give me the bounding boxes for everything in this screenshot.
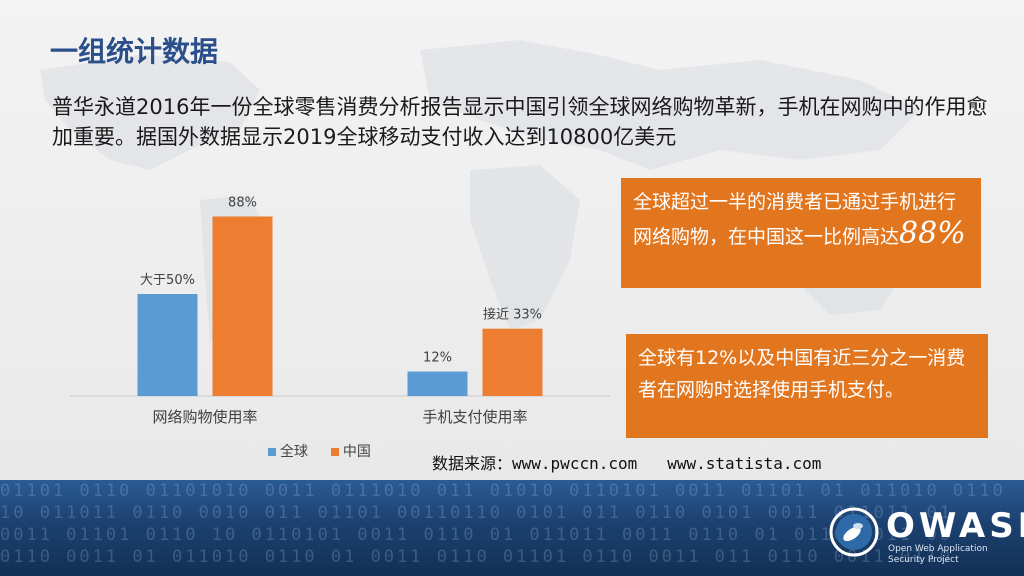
legend-item-china: 中国: [330, 444, 371, 460]
data-label-china-1: 接近 33%: [483, 307, 542, 323]
wasp-icon: [829, 507, 879, 557]
legend-swatch-china: [330, 448, 339, 456]
category-label-0: 网络购物使用率: [152, 408, 257, 426]
data-label-global-1: 12%: [423, 351, 452, 366]
callout-highlight: 88%: [899, 216, 966, 251]
bar-global-1: [407, 371, 468, 396]
legend-swatch-global: [268, 448, 276, 456]
legend-label-china: 中国: [342, 444, 371, 460]
category-label-1: 手机支付使用率: [422, 408, 527, 426]
data-label-china-0: 88%: [228, 195, 257, 210]
callout-china-88: 全球超过一半的消费者已通过手机进行网络购物，在中国这一比例高达88%: [621, 178, 981, 288]
callout-mobile-payment: 全球有12%以及中国有近三分之一消费者在网购时选择使用手机支付。: [626, 334, 988, 438]
callout-mobile-payment-text: 全球有12%以及中国有近三分之一消费者在网购时选择使用手机支付。: [638, 347, 966, 401]
bar-china-1: [482, 328, 543, 396]
bar-china-0: [212, 216, 273, 396]
logo-wordmark: OWASP: [886, 506, 1024, 546]
logo-subtitle-line1: Open Web Application: [888, 544, 988, 554]
source-link-statista[interactable]: www.statista.com: [667, 454, 822, 473]
logo-subtitle-line2: Security Project: [888, 555, 959, 565]
intro-paragraph: 普华永道2016年一份全球零售消费分析报告显示中国引领全球网络购物革新，手机在网…: [52, 95, 988, 149]
legend-label-global: 全球: [280, 444, 308, 460]
legend-item-global: 全球: [268, 444, 312, 460]
source-link-pwccn[interactable]: www.pwccn.com: [512, 454, 638, 473]
bar-chart: 大于50% 88% 网络购物使用率 12% 接近 33% 手机支付使用率: [70, 195, 610, 426]
logo-subtitle: Open Web Application Security Project: [888, 544, 988, 566]
data-source: 数据来源：www.pwccn.com www.statista.com: [432, 450, 821, 474]
chart-legend: 全球 中国: [268, 441, 371, 461]
binary-pattern-decoration: 01101 0110 01101010 0011 0111010 011 010…: [0, 481, 1006, 567]
owasp-logo: OWASP Open Web Application Security Proj…: [828, 500, 1024, 570]
data-label-global-0: 大于50%: [140, 273, 195, 288]
slide-title: 一组统计数据: [50, 35, 219, 68]
bar-global-0: [137, 294, 198, 396]
source-label: 数据来源：: [432, 454, 513, 473]
callout-china-88-text: 全球超过一半的消费者已通过手机进行网络购物，在中国这一比例高达: [633, 191, 957, 248]
